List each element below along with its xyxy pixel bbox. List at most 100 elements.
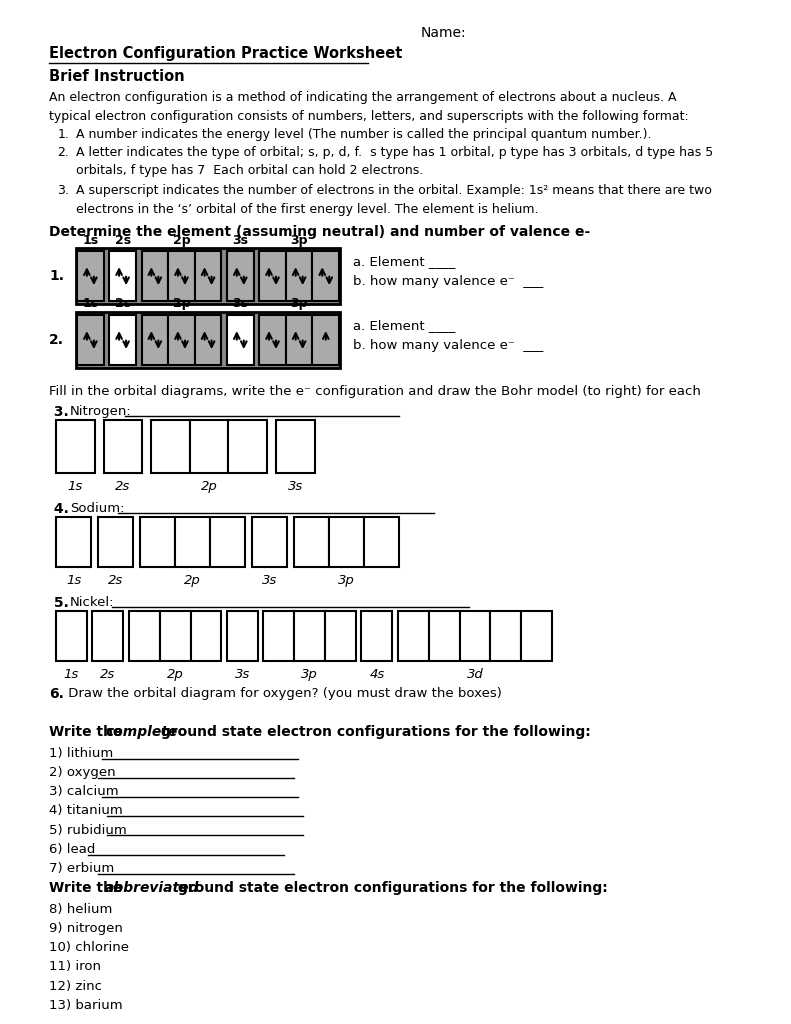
- Text: 2p: 2p: [172, 233, 191, 247]
- Bar: [329, 517, 365, 567]
- Bar: [276, 420, 315, 473]
- Text: Draw the orbital diagram for oxygen? (you must draw the boxes): Draw the orbital diagram for oxygen? (yo…: [64, 686, 502, 699]
- Bar: [490, 610, 521, 662]
- Text: 4s: 4s: [369, 669, 384, 681]
- Text: complete: complete: [105, 725, 177, 739]
- Text: 2s: 2s: [108, 574, 123, 588]
- Text: A superscript indicates the number of electrons in the orbital. Example: 1s² mea: A superscript indicates the number of el…: [76, 184, 712, 198]
- Text: abbreviated: abbreviated: [105, 881, 199, 895]
- Text: 1s: 1s: [64, 669, 79, 681]
- Bar: [104, 420, 142, 473]
- Bar: [521, 610, 552, 662]
- Text: 3s: 3s: [233, 233, 248, 247]
- Text: 3s: 3s: [233, 297, 248, 310]
- Bar: [142, 251, 168, 301]
- Text: 2p: 2p: [167, 669, 184, 681]
- Text: 3s: 3s: [288, 480, 303, 494]
- Text: Name:: Name:: [420, 26, 466, 40]
- Bar: [227, 251, 254, 301]
- Text: 6) lead: 6) lead: [49, 843, 96, 856]
- Text: 1) lithium: 1) lithium: [49, 746, 113, 760]
- Text: ground state electron configurations for the following:: ground state electron configurations for…: [173, 881, 607, 895]
- Bar: [227, 610, 258, 662]
- Bar: [312, 315, 339, 366]
- Bar: [229, 420, 267, 473]
- Bar: [56, 610, 87, 662]
- Bar: [190, 420, 229, 473]
- Bar: [56, 420, 95, 473]
- Bar: [109, 251, 136, 301]
- Bar: [168, 251, 195, 301]
- Text: 9) nitrogen: 9) nitrogen: [49, 923, 123, 935]
- Bar: [398, 610, 429, 662]
- Text: 5.: 5.: [49, 596, 69, 610]
- Bar: [142, 315, 168, 366]
- Bar: [365, 517, 399, 567]
- Bar: [259, 315, 286, 366]
- Text: b. how many valence e⁻  ___: b. how many valence e⁻ ___: [353, 339, 543, 351]
- Text: Nickel:: Nickel:: [70, 596, 115, 609]
- Text: electrons in the ‘s’ orbital of the first energy level. The element is helium.: electrons in the ‘s’ orbital of the firs…: [76, 203, 538, 216]
- Text: Determine the element (assuming neutral) and number of valence e-: Determine the element (assuming neutral)…: [49, 224, 590, 239]
- Bar: [93, 610, 123, 662]
- Text: 2s: 2s: [115, 297, 131, 310]
- Bar: [429, 610, 460, 662]
- Text: A letter indicates the type of orbital; s, p, d, f.  s type has 1 orbital, p typ: A letter indicates the type of orbital; …: [76, 146, 713, 159]
- Text: Brief Instruction: Brief Instruction: [49, 70, 184, 84]
- Text: 3p: 3p: [290, 297, 308, 310]
- Text: 2s: 2s: [115, 480, 131, 494]
- Text: 3p: 3p: [290, 233, 308, 247]
- Text: 3s: 3s: [235, 669, 250, 681]
- Text: 3s: 3s: [262, 574, 278, 588]
- Text: typical electron configuration consists of numbers, letters, and superscripts wi: typical electron configuration consists …: [49, 110, 689, 123]
- Bar: [294, 517, 329, 567]
- Text: 1s: 1s: [82, 297, 98, 310]
- Text: 3.: 3.: [58, 184, 70, 198]
- Bar: [56, 517, 91, 567]
- Text: 8) helium: 8) helium: [49, 903, 112, 916]
- Bar: [168, 315, 195, 366]
- Text: 1.: 1.: [49, 269, 64, 284]
- Text: 1s: 1s: [68, 480, 83, 494]
- Text: 13) barium: 13) barium: [49, 998, 123, 1012]
- Bar: [140, 517, 175, 567]
- Text: 4.: 4.: [49, 502, 69, 516]
- Text: 1.: 1.: [58, 128, 70, 141]
- Bar: [210, 517, 245, 567]
- Text: 10) chlorine: 10) chlorine: [49, 941, 129, 954]
- Text: 3.: 3.: [49, 406, 69, 420]
- Text: 2) oxygen: 2) oxygen: [49, 766, 115, 779]
- Text: a. Element ____: a. Element ____: [353, 318, 456, 332]
- Text: 2.: 2.: [49, 333, 64, 347]
- Text: a. Element ____: a. Element ____: [353, 255, 456, 267]
- Text: 2.: 2.: [58, 146, 70, 159]
- Text: 3d: 3d: [467, 669, 483, 681]
- Text: Electron Configuration Practice Worksheet: Electron Configuration Practice Workshee…: [49, 46, 403, 60]
- Text: An electron configuration is a method of indicating the arrangement of electrons: An electron configuration is a method of…: [49, 91, 676, 104]
- Text: 2p: 2p: [201, 480, 218, 494]
- Bar: [294, 610, 325, 662]
- Bar: [160, 610, 191, 662]
- Bar: [151, 420, 190, 473]
- Text: A number indicates the energy level (The number is called the principal quantum : A number indicates the energy level (The…: [76, 128, 651, 141]
- Text: 3p: 3p: [339, 574, 355, 588]
- Bar: [129, 610, 160, 662]
- Bar: [76, 312, 340, 368]
- Text: 1s: 1s: [82, 233, 98, 247]
- Bar: [263, 610, 294, 662]
- Text: 2p: 2p: [172, 297, 191, 310]
- Text: 2s: 2s: [100, 669, 115, 681]
- Bar: [361, 610, 392, 662]
- Text: 11) iron: 11) iron: [49, 961, 101, 974]
- Text: ground state electron configurations for the following:: ground state electron configurations for…: [157, 725, 591, 739]
- Bar: [109, 315, 136, 366]
- Text: 2p: 2p: [184, 574, 201, 588]
- Text: orbitals, f type has 7  Each orbital can hold 2 electrons.: orbitals, f type has 7 Each orbital can …: [76, 164, 423, 177]
- Bar: [77, 251, 104, 301]
- Bar: [77, 315, 104, 366]
- Bar: [312, 251, 339, 301]
- Bar: [195, 315, 221, 366]
- Bar: [460, 610, 490, 662]
- Bar: [191, 610, 221, 662]
- Bar: [286, 315, 312, 366]
